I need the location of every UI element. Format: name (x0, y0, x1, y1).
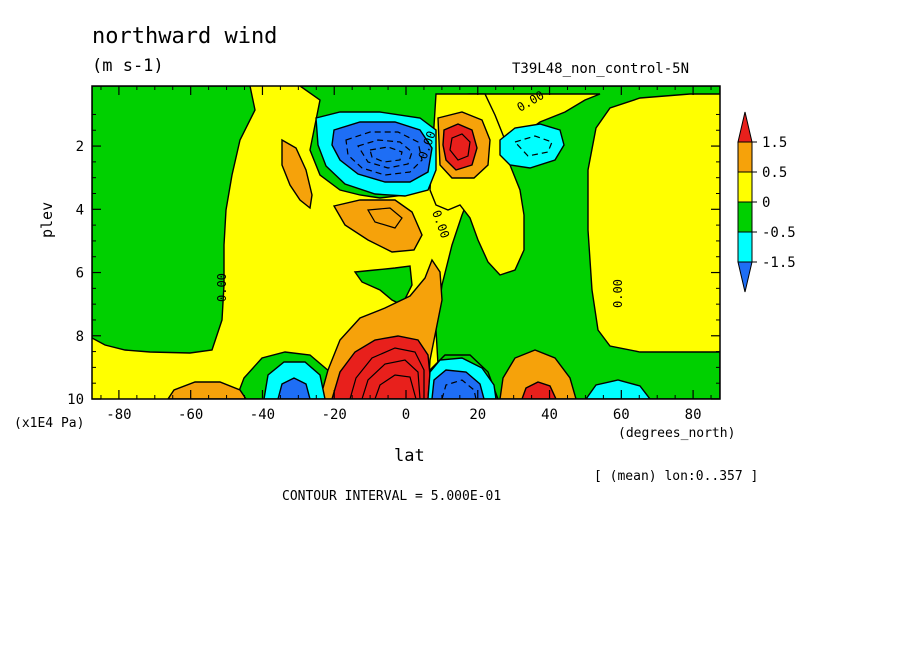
x-axis-label: lat (394, 446, 425, 466)
colorbar-swatch (737, 231, 753, 263)
field-red-north-upper (442, 123, 478, 171)
field-green-midleft (353, 265, 413, 306)
field-orange-center (332, 199, 423, 253)
contour-neg-2 (357, 139, 413, 169)
x-axis-units: (degrees_north) (618, 426, 736, 441)
chart-units: (m s-1) (92, 56, 164, 76)
colorbar-swatch (737, 141, 753, 173)
y-tick-label: 2 (76, 139, 84, 155)
contour-fields (92, 86, 720, 399)
field-orange-nh-low (499, 349, 577, 399)
chart-title: northward wind (92, 24, 278, 49)
colorbar-label: -0.5 (762, 225, 796, 241)
contour-neg-1 (345, 131, 423, 176)
contour-pos-5 (367, 207, 403, 229)
x-tick-label: 0 (402, 407, 410, 423)
field-green-southwest (92, 86, 256, 354)
y-axis-ticks: 2 4 6 8 10 (67, 113, 720, 408)
colorbar-label: 0.5 (762, 165, 787, 181)
x-tick-label: 40 (541, 407, 558, 423)
colorbar-label: 0 (762, 195, 770, 211)
x-tick-label: 80 (685, 407, 702, 423)
mean-note: [ (mean) lon:0..357 ] (594, 469, 759, 484)
contour-pos-3 (374, 374, 417, 399)
contour-lines (345, 131, 553, 399)
colorbar: 1.5 0.5 0 -0.5 -1.5 (737, 111, 796, 293)
contour-pos-2 (361, 359, 421, 399)
colorbar-swatch (737, 201, 753, 233)
x-tick-label: 20 (469, 407, 486, 423)
contour-neg-4 (513, 135, 553, 157)
x-axis-ticks: -80 -60 -40 -20 0 20 40 60 80 (100, 86, 712, 423)
colorbar-swatch (737, 171, 753, 203)
colorbar-label: 1.5 (762, 135, 787, 151)
x-tick-label: 60 (613, 407, 630, 423)
y-tick-label: 6 (76, 266, 84, 282)
contour-pos-1 (349, 347, 425, 399)
x-tick-label: -40 (250, 407, 275, 423)
field-red-nh-low (521, 381, 557, 399)
y-tick-label: 10 (67, 392, 84, 408)
run-label: T39L48_non_control-5N (512, 61, 690, 77)
y-tick-label: 4 (76, 202, 84, 218)
contour-label: 0.00 (611, 279, 625, 308)
field-orange-sh-low (167, 381, 247, 399)
x-tick-label: -60 (178, 407, 203, 423)
contour-label: 0.00 (215, 273, 229, 302)
y-axis-units: (x1E4 Pa) (14, 416, 85, 431)
colorbar-swatch-top (737, 111, 753, 143)
contour-pos-4 (449, 133, 471, 161)
x-tick-label: -20 (322, 407, 347, 423)
field-blue-tropics-n (431, 369, 485, 399)
field-cyan-nh-low (585, 379, 651, 399)
y-tick-label: 8 (76, 329, 84, 345)
x-tick-label: -80 (106, 407, 131, 423)
colorbar-swatch-bottom (737, 261, 753, 293)
field-cyan-north-upper (499, 123, 565, 169)
field-orange-south-1 (281, 138, 313, 210)
contour-neg-5 (441, 379, 477, 399)
contour-interval: CONTOUR INTERVAL = 5.000E-01 (282, 489, 502, 504)
colorbar-label: -1.5 (762, 255, 796, 271)
field-blue-sh-low (277, 377, 311, 399)
contour-neg-3 (369, 146, 403, 163)
